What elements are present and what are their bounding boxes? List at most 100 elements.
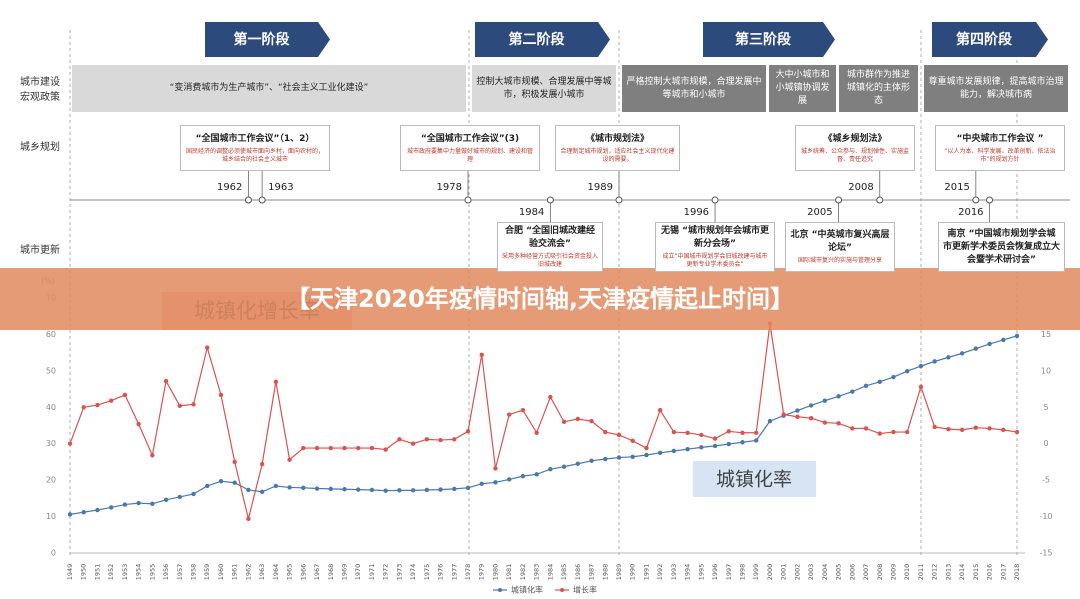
data-point xyxy=(905,369,910,374)
y-tick-label: 10 xyxy=(46,512,56,521)
y2-tick-label: 0 xyxy=(1043,439,1048,448)
planning-box: “全国城市工作会议”(3) 城市政府要集中力量做好城市的规划、建设和管理 xyxy=(400,125,540,171)
data-point xyxy=(356,445,361,451)
data-point xyxy=(863,426,869,431)
planning-detail: “以人为本、科学发展、改革创新、依法治市”的规划方针 xyxy=(944,147,1056,163)
data-point xyxy=(383,447,388,452)
y-tick-label: 0 xyxy=(51,549,56,558)
x-tick-label: 1950 xyxy=(80,564,88,581)
x-tick-label: 1978 xyxy=(464,564,472,581)
x-tick-label: 2018 xyxy=(1013,564,1021,581)
data-point xyxy=(877,379,882,384)
x-tick-label: 1999 xyxy=(752,564,760,581)
row-label: 宏观政策 xyxy=(20,90,60,103)
phase-label: 第二阶段 xyxy=(509,31,565,48)
x-tick-label: 1979 xyxy=(478,564,486,581)
data-point xyxy=(589,458,594,464)
x-tick-label: 1988 xyxy=(601,564,609,581)
x-tick-label: 1994 xyxy=(684,564,692,581)
phase-arrow xyxy=(475,22,610,57)
phase-arrow xyxy=(703,22,835,57)
data-point xyxy=(699,432,704,438)
data-point xyxy=(808,403,814,408)
data-point xyxy=(397,488,402,493)
renewal-title: 合肥 “全国旧城改建经验交流会” xyxy=(504,226,596,249)
year-marker xyxy=(244,196,252,204)
planning-box: 《城乡规划法》 城乡统筹、公众参与、规划弹性、实施监督、责任追究 xyxy=(795,125,915,171)
y-tick-label: 40 xyxy=(46,403,56,412)
data-point xyxy=(671,429,677,435)
planning-detail: 城市政府要集中力量做好城市的规划、建设和管理 xyxy=(406,147,533,163)
y2-tick-label: 5 xyxy=(1043,403,1048,412)
data-point xyxy=(287,457,292,462)
data-point xyxy=(754,438,759,443)
legend-label: 城镇化率 xyxy=(511,585,543,595)
year-marker xyxy=(258,196,266,204)
banner-bg xyxy=(0,268,1080,330)
data-point xyxy=(589,418,594,424)
data-point xyxy=(452,486,457,492)
year-marker xyxy=(711,196,719,204)
y2-tick-label: -5 xyxy=(1042,476,1050,485)
data-point xyxy=(218,392,224,398)
year-label: 2015 xyxy=(944,182,969,193)
data-point xyxy=(781,412,786,417)
data-point xyxy=(616,455,622,460)
year-marker xyxy=(615,196,623,204)
data-point xyxy=(218,479,224,484)
x-tick-label: 2008 xyxy=(876,564,884,581)
data-point xyxy=(685,430,690,435)
data-point xyxy=(726,441,731,447)
x-tick-label: 1981 xyxy=(505,564,513,581)
renewal-detail: 成立“中国城市规划学会旧城改建与城市更新专业学术委员会” xyxy=(662,253,768,268)
renewal-title: 北京 “中英城市复兴高层论坛” xyxy=(790,230,890,253)
data-point xyxy=(616,432,622,438)
x-tick-label: 1989 xyxy=(615,564,623,581)
planning-box: “中央城市工作会议 ” “以人为本、科学发展、改革创新、依法治市”的规划方针 xyxy=(935,125,1065,171)
year-marker xyxy=(876,196,884,204)
data-point xyxy=(479,481,484,486)
data-point xyxy=(1001,427,1006,433)
x-tick-label: 1965 xyxy=(286,564,294,581)
x-tick-label: 2013 xyxy=(944,564,952,581)
x-tick-label: 2016 xyxy=(986,564,994,581)
data-point xyxy=(987,341,992,347)
data-point xyxy=(836,394,841,399)
data-point xyxy=(946,355,951,360)
x-tick-label: 1987 xyxy=(588,564,596,581)
data-point xyxy=(657,408,663,413)
x-tick-label: 1984 xyxy=(546,564,554,581)
data-point xyxy=(356,487,361,492)
data-point xyxy=(1001,337,1006,343)
x-tick-label: 1968 xyxy=(327,564,335,581)
data-point xyxy=(822,398,828,403)
data-point xyxy=(410,441,416,446)
data-point xyxy=(479,352,484,358)
data-point xyxy=(932,424,937,430)
data-point xyxy=(548,467,553,472)
x-tick-label: 1966 xyxy=(299,564,307,581)
x-tick-label: 1986 xyxy=(574,564,582,581)
data-point xyxy=(644,452,649,458)
renewal-detail: 采用多种经营方式吸引社会资金投入旧城改建 xyxy=(502,253,599,268)
planning-box: “全国城市工作会议”（1、2） 国民经济的调整必须使城市面向乡村，面向农村的，城乡… xyxy=(180,125,330,171)
year-marker xyxy=(464,196,472,204)
renewal-box: 南京 “中国城市规划学会城市更新学术委员会恢复成立大会暨学术研讨会” xyxy=(938,222,1065,272)
data-point xyxy=(712,443,718,449)
x-tick-label: 1953 xyxy=(121,564,129,581)
planning-title: 《城市规划法》 xyxy=(585,133,649,144)
row-label: 城市更新 xyxy=(20,243,60,256)
year-label: 1963 xyxy=(268,182,293,193)
data-point xyxy=(575,461,581,466)
year-label: 2016 xyxy=(958,207,983,218)
data-point xyxy=(740,440,745,445)
year-label: 1989 xyxy=(588,182,613,193)
y-tick-label: 20 xyxy=(46,476,56,485)
renewal-box: 无锡 “城市规划年会城市更新分会场” 成立“中国城市规划学会旧城改建与城市更新专业… xyxy=(655,222,775,272)
x-tick-label: 2002 xyxy=(793,564,801,581)
data-point xyxy=(561,464,567,469)
x-tick-label: 1957 xyxy=(176,564,184,581)
x-tick-label: 1954 xyxy=(135,564,143,581)
x-tick-label: 1977 xyxy=(450,564,458,581)
data-point xyxy=(905,429,910,435)
